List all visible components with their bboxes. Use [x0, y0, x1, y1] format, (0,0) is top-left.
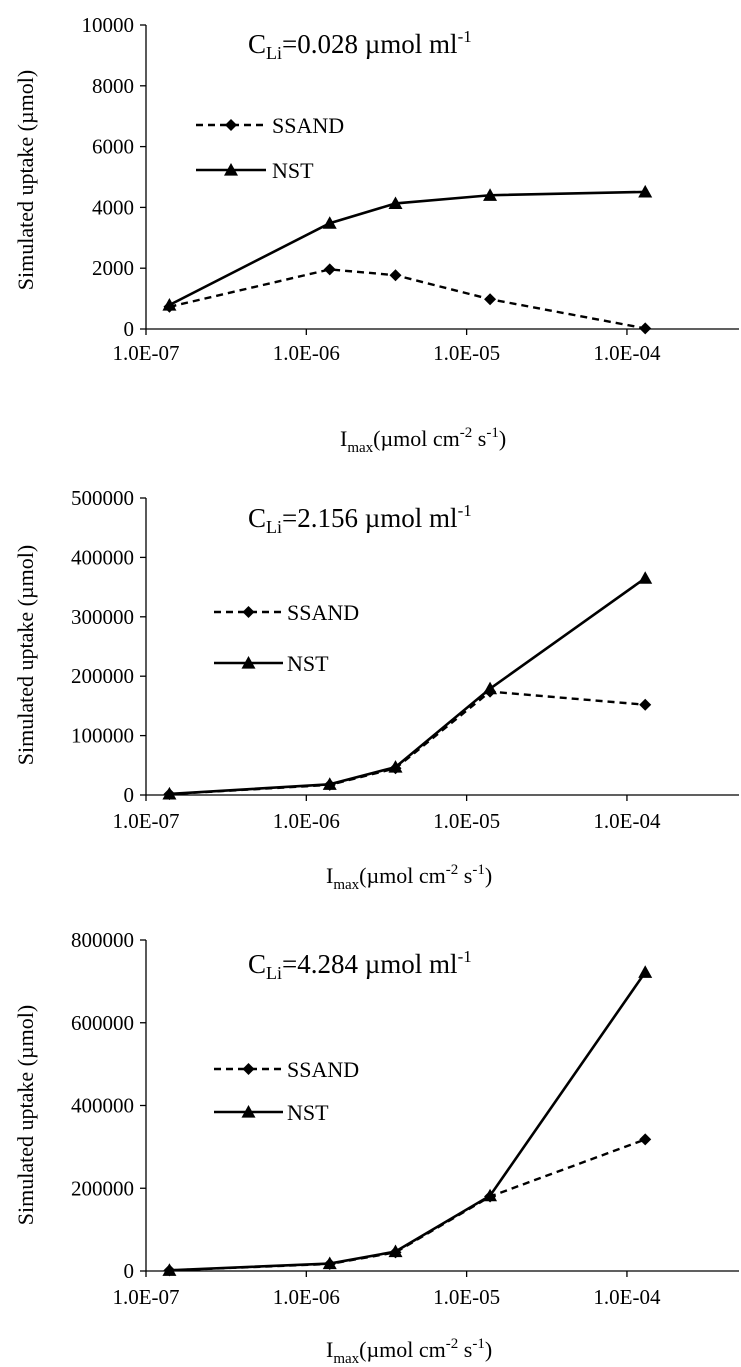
legend-marker-ssand: [225, 119, 237, 131]
y-tick-label: 400000: [71, 1094, 134, 1118]
chart-panel-3: CLi=4.284 µmol ml-1 Simulated uptake (µm…: [0, 900, 741, 1367]
y-tick-label: 300000: [71, 605, 134, 629]
legend-label-nst: NST: [287, 1100, 329, 1125]
data-point-nst: [638, 965, 653, 978]
chart-title: CLi=2.156 µmol ml-1: [248, 501, 472, 537]
x-tick-label: 1.0E-07: [112, 809, 179, 833]
data-point-nst: [388, 760, 403, 773]
x-tick-label: 1.0E-06: [273, 1285, 340, 1309]
y-tick-label: 6000: [92, 135, 134, 159]
x-tick-label: 1.0E-05: [433, 809, 500, 833]
y-axis-label: Simulated uptake (µmol): [13, 545, 38, 765]
y-axis-label: Simulated uptake (µmol): [13, 70, 38, 290]
series-line-nst: [169, 971, 647, 1272]
legend-label-ssand: SSAND: [272, 113, 344, 138]
y-tick-label: 500000: [71, 486, 134, 510]
data-point-ssand: [484, 293, 497, 306]
chart-title: CLi=4.284 µmol ml-1: [248, 947, 472, 983]
y-tick-label: 4000: [92, 195, 134, 219]
y-tick-label: 0: [124, 783, 135, 807]
chart-svg-1: CLi=0.028 µmol ml-1 Simulated uptake (µm…: [13, 13, 739, 456]
legend-marker-nst: [241, 1105, 256, 1118]
data-point-nst: [322, 1256, 337, 1270]
x-tick-label: 1.0E-04: [593, 1285, 661, 1309]
data-point-nst: [483, 681, 498, 695]
data-point-nst: [322, 777, 337, 790]
legend-marker-nst: [224, 163, 238, 176]
x-axis-label: Imax(µmol cm-2 s-1): [326, 1336, 492, 1367]
data-point-nst: [162, 297, 177, 311]
x-axis-label: Imax(µmol cm-2 s-1): [326, 862, 492, 893]
x-tick-label: 1.0E-05: [433, 341, 500, 365]
y-tick-label: 400000: [71, 545, 134, 569]
y-tick-label: 10000: [82, 13, 135, 37]
data-point-ssand: [639, 1133, 652, 1146]
x-tick-label: 1.0E-07: [112, 1285, 179, 1309]
data-point-ssand: [389, 269, 402, 282]
x-tick-label: 1.0E-06: [273, 341, 340, 365]
data-point-nst: [322, 216, 337, 229]
y-tick-label: 2000: [92, 256, 134, 280]
y-tick-label: 200000: [71, 664, 134, 688]
series-line-nst: [169, 577, 646, 796]
legend-marker-ssand: [242, 606, 255, 618]
series-line-nst: [168, 190, 646, 307]
x-tick-label: 1.0E-07: [112, 341, 179, 365]
data-point-nst: [638, 184, 653, 198]
data-point-nst: [162, 786, 177, 800]
legend-label-ssand: SSAND: [287, 1057, 359, 1082]
legend-marker-ssand: [242, 1063, 255, 1075]
y-tick-label: 600000: [71, 1011, 134, 1035]
legend-label-ssand: SSAND: [287, 600, 359, 625]
x-tick-label: 1.0E-06: [273, 809, 340, 833]
x-tick-label: 1.0E-05: [433, 1285, 500, 1309]
data-point-ssand: [639, 322, 652, 335]
legend-label-nst: NST: [272, 158, 314, 183]
chart-svg-2: CLi=2.156 µmol ml-1 Simulated uptake (µm…: [13, 486, 739, 893]
data-point-nst: [483, 1188, 498, 1202]
x-tick-label: 1.0E-04: [593, 809, 661, 833]
series-line-ssand: [169, 690, 646, 796]
y-tick-label: 100000: [71, 724, 134, 748]
y-tick-label: 0: [124, 317, 135, 341]
x-axis-label: Imax(µmol cm-2 s-1): [340, 425, 506, 456]
data-point-nst: [638, 571, 653, 584]
chart-panel-2: CLi=2.156 µmol ml-1 Simulated uptake (µm…: [0, 470, 741, 900]
data-point-nst: [162, 1263, 177, 1276]
series-line-ssand: [169, 1138, 646, 1272]
chart-svg-3: CLi=4.284 µmol ml-1 Simulated uptake (µm…: [13, 928, 739, 1367]
data-point-nst: [483, 188, 498, 201]
legend-label-nst: NST: [287, 651, 329, 676]
y-tick-label: 800000: [71, 928, 134, 952]
chart-panel-1: CLi=0.028 µmol ml-1 Simulated uptake (µm…: [0, 0, 741, 470]
data-point-ssand: [639, 698, 652, 711]
data-point-nst: [388, 1244, 403, 1258]
y-tick-label: 8000: [92, 74, 134, 98]
series-line-ssand: [169, 268, 646, 330]
y-axis-label: Simulated uptake (µmol): [13, 1005, 38, 1225]
chart-title: CLi=0.028 µmol ml-1: [248, 27, 472, 63]
y-tick-label: 200000: [71, 1176, 134, 1200]
data-point-ssand: [323, 263, 336, 276]
legend-marker-nst: [241, 656, 256, 669]
y-tick-label: 0: [124, 1259, 135, 1283]
data-point-nst: [388, 196, 403, 210]
x-tick-label: 1.0E-04: [593, 341, 661, 365]
